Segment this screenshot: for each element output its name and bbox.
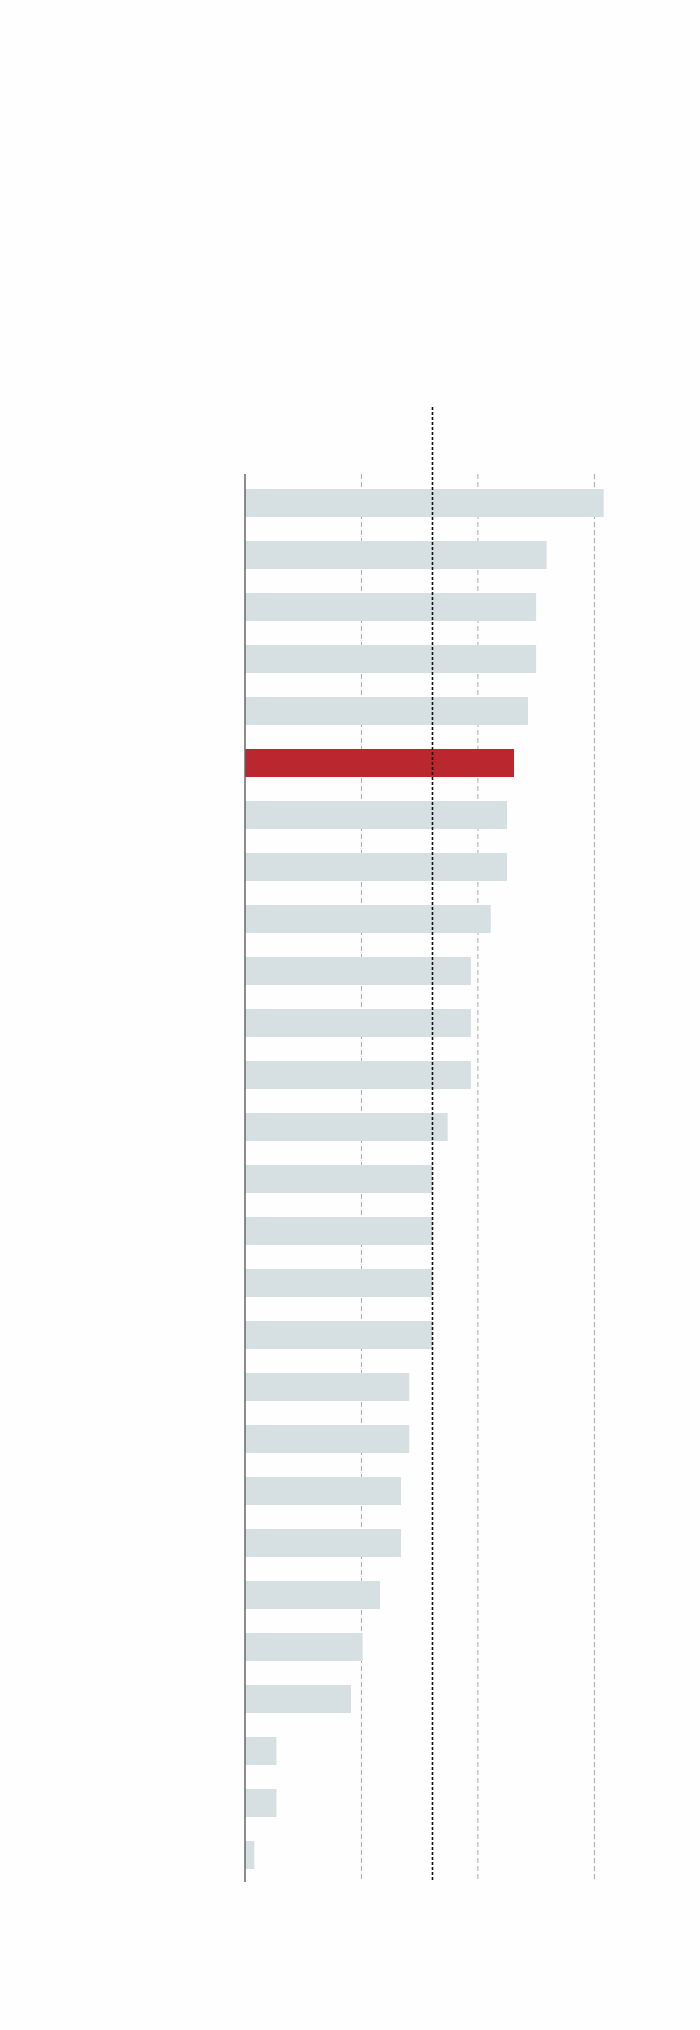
bar — [245, 853, 508, 881]
bar — [245, 1633, 363, 1661]
bar — [245, 957, 471, 985]
bar — [245, 1581, 381, 1609]
bar — [245, 1165, 433, 1193]
bar — [245, 1529, 402, 1557]
bar — [245, 1113, 448, 1141]
bar — [245, 1477, 402, 1505]
bar — [245, 593, 537, 621]
bar — [245, 1737, 277, 1765]
bar — [245, 1009, 471, 1037]
bar — [245, 1789, 277, 1817]
bar — [245, 1061, 471, 1089]
bar — [245, 1321, 433, 1349]
bar — [245, 1685, 351, 1713]
bar — [245, 905, 491, 933]
bar — [245, 1425, 410, 1453]
bar — [245, 697, 528, 725]
bar — [245, 1841, 255, 1869]
bar — [245, 749, 515, 777]
bar — [245, 1269, 433, 1297]
bar — [245, 1373, 410, 1401]
bar — [245, 1217, 433, 1245]
bar — [245, 801, 508, 829]
bar — [245, 489, 604, 517]
bar — [245, 541, 547, 569]
bar — [245, 645, 537, 673]
